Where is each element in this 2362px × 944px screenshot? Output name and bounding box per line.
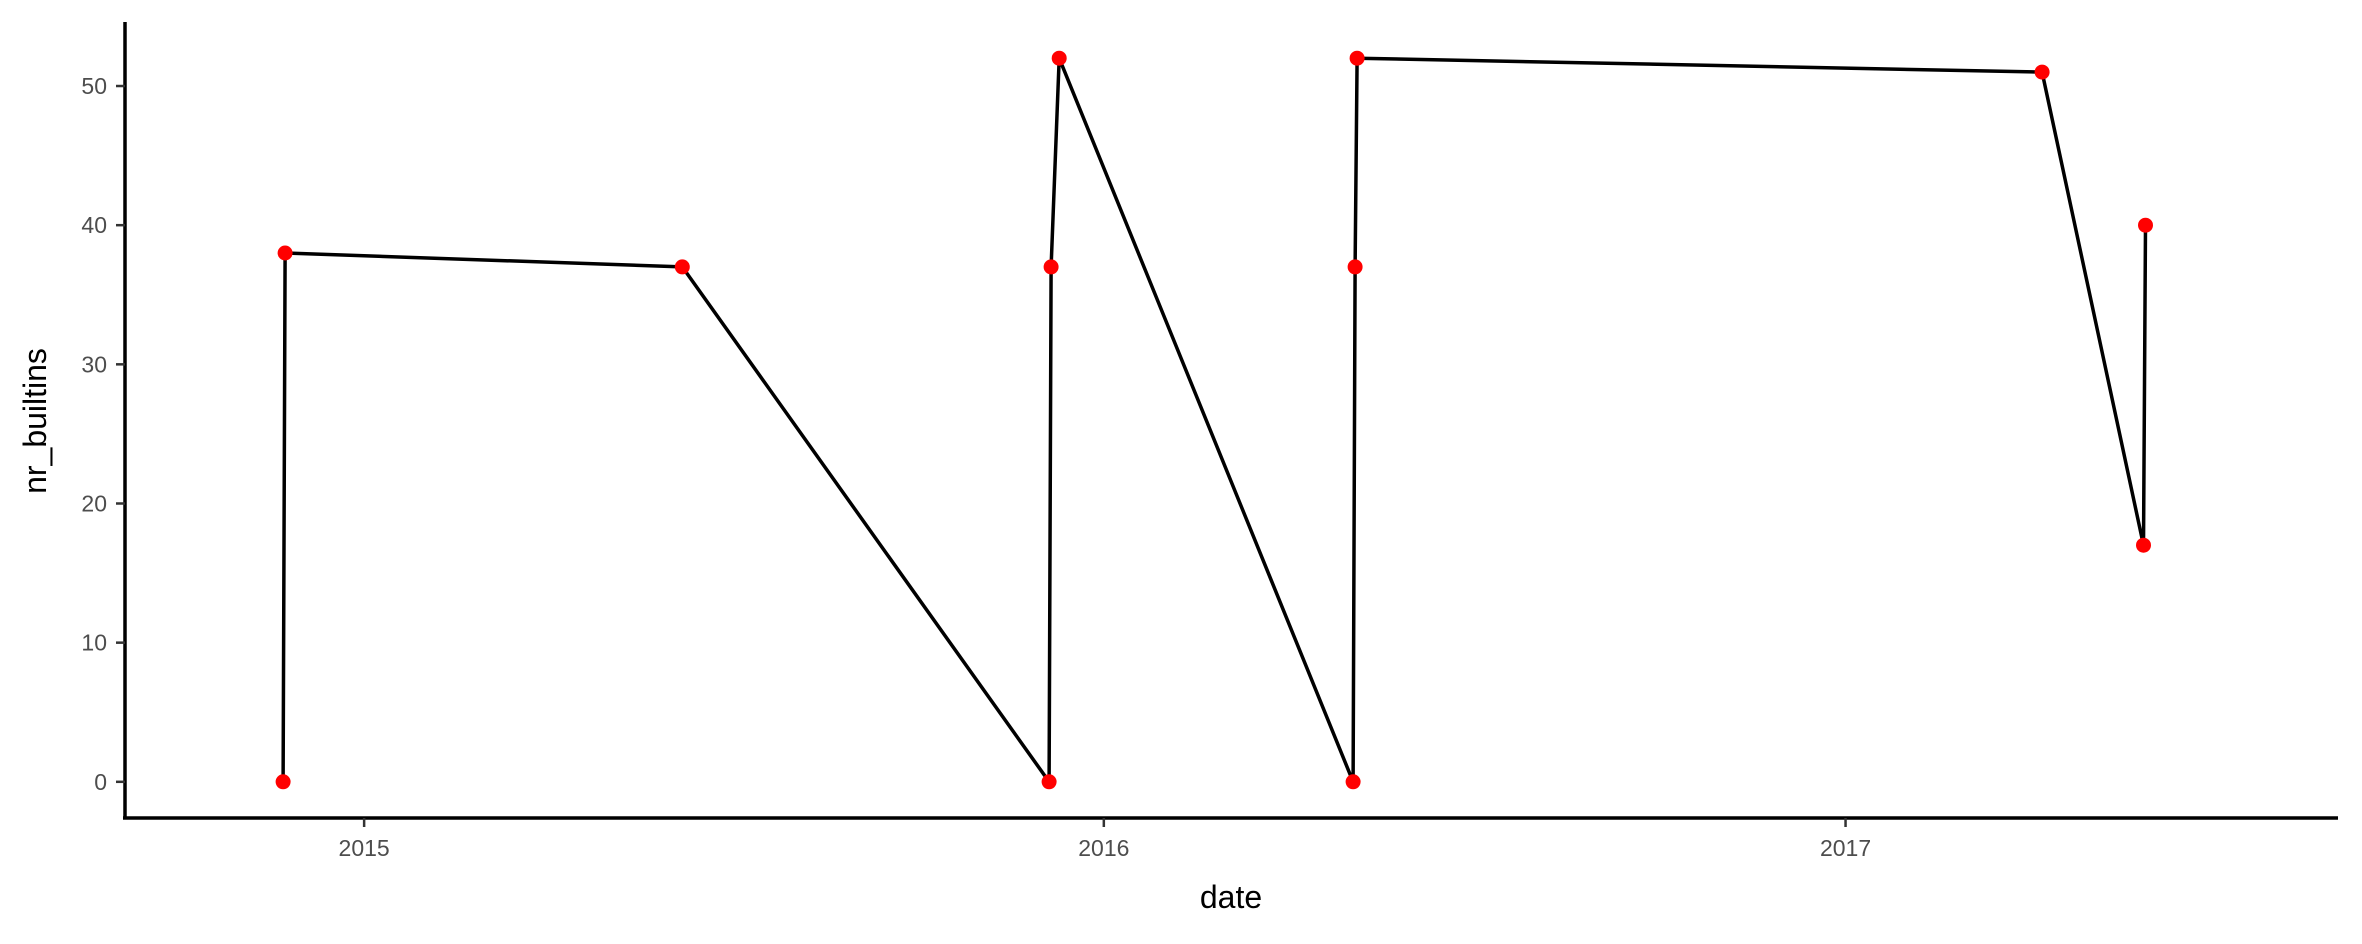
data-point-9 [2034,64,2050,80]
data-point-0 [275,774,291,790]
x-axis-ticks: 2015 2016 2017 [339,818,1871,861]
data-point-10 [2136,537,2151,553]
series-line-0 [281,56,2148,784]
data-point-3 [1041,774,1057,790]
data-point-2 [674,259,690,275]
data-point-8 [1349,50,1365,66]
x-tick-label-2: 2017 [1820,835,1871,861]
plot-area [275,50,2153,790]
data-point-1 [277,245,293,261]
data-point-11 [2138,217,2153,233]
y-tick-label-3: 30 [81,351,107,377]
y-tick-label-1: 10 [81,630,107,656]
y-tick-label-5: 50 [81,73,107,99]
data-point-5 [1051,50,1067,66]
y-axis-title: nr_builtins [17,348,53,494]
x-tick-label-1: 2016 [1078,835,1129,861]
x-tick-label-0: 2015 [339,835,390,861]
x-axis-title: date [1200,879,1262,915]
y-tick-label-4: 40 [81,212,107,238]
y-tick-label-0: 0 [94,769,107,795]
data-point-4 [1043,259,1059,275]
y-axis-ticks: 0 10 20 30 40 50 [81,73,125,795]
y-tick-label-2: 20 [81,490,107,516]
data-point-7 [1347,259,1363,275]
data-point-6 [1345,774,1361,790]
